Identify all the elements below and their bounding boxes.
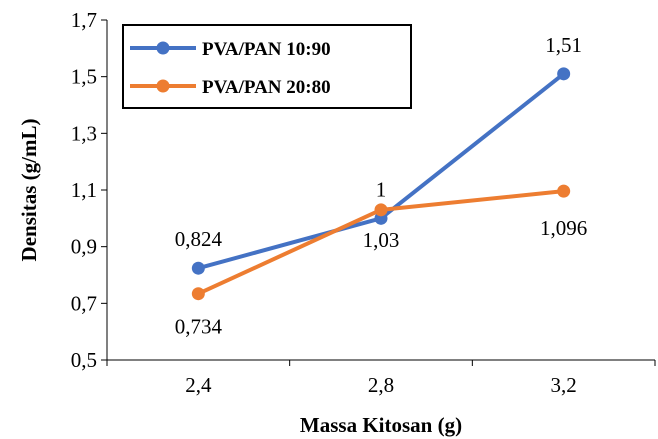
- legend-label: PVA/PAN 10:90: [202, 39, 331, 60]
- x-axis-title: Massa Kitosan (g): [300, 413, 462, 437]
- y-tick-label: 1,3: [71, 121, 97, 145]
- y-tick-label: 1,1: [71, 178, 97, 202]
- y-tick-label: 0,5: [71, 348, 97, 372]
- data-label: 0,824: [175, 227, 223, 251]
- data-label: 0,734: [175, 315, 223, 339]
- data-point: [557, 67, 571, 81]
- legend-box: [122, 24, 412, 109]
- y-tick-label: 1,5: [71, 65, 97, 89]
- y-tick-label: 0,7: [71, 291, 97, 315]
- legend-marker: [156, 79, 170, 93]
- y-tick-label: 0,9: [71, 235, 97, 259]
- legend-marker: [156, 41, 170, 55]
- data-label: 1: [376, 177, 387, 201]
- y-axis-title: Densitas (g/mL): [17, 119, 41, 262]
- data-label: 1,03: [363, 228, 400, 252]
- data-point: [191, 261, 205, 275]
- data-label: 1,51: [545, 33, 582, 57]
- data-point: [557, 184, 571, 198]
- chart-data-labels: 0,824 1 1,51 0,734 1,03 1,096: [175, 33, 588, 339]
- chart-series: [191, 67, 571, 301]
- y-tick-label: 1,7: [71, 8, 97, 32]
- chart-axes: 0,5 0,7 0,9 1,1 1,3 1,5 1,7 2,4 2,8 3,2: [71, 8, 656, 397]
- x-tick-label: 3,2: [551, 373, 577, 397]
- data-label: 1,096: [540, 216, 587, 240]
- chart-legend: PVA/PAN 10:90 PVA/PAN 20:80: [122, 24, 412, 109]
- data-point: [191, 287, 205, 301]
- legend-label: PVA/PAN 20:80: [202, 77, 331, 98]
- x-tick-label: 2,4: [185, 373, 212, 397]
- data-point: [374, 203, 388, 217]
- x-tick-label: 2,8: [368, 373, 394, 397]
